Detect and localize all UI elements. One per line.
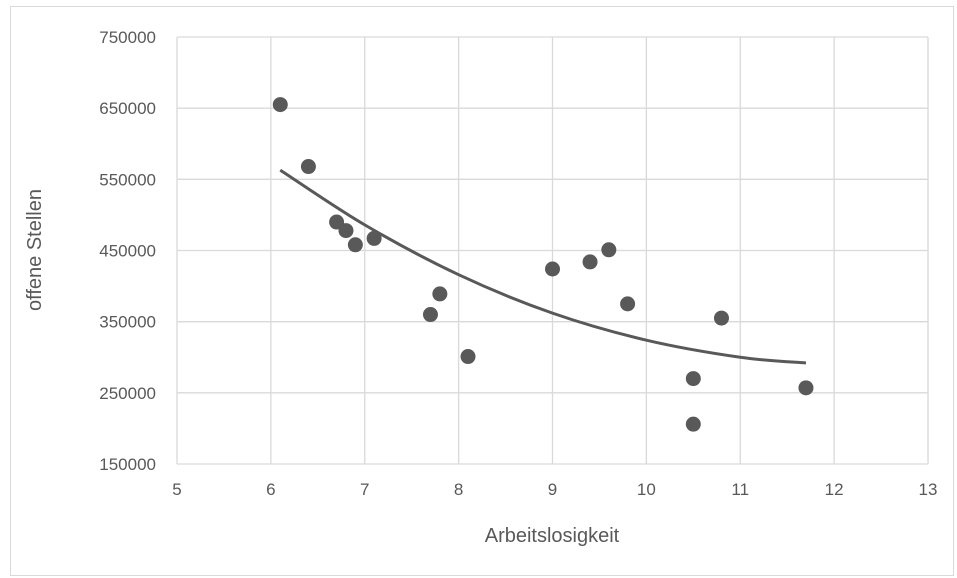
- x-tick-label: 5: [172, 480, 181, 499]
- data-point: [685, 416, 701, 432]
- chart-area: [10, 6, 954, 576]
- data-point: [582, 254, 598, 270]
- y-tick-label: 450000: [99, 242, 156, 261]
- data-point: [798, 380, 814, 396]
- x-tick-label: 6: [266, 480, 275, 499]
- x-tick-label: 11: [731, 480, 749, 499]
- data-point: [713, 310, 729, 326]
- y-axis-title: offene Stellen: [24, 189, 46, 311]
- y-tick-label: 250000: [99, 384, 156, 403]
- y-tick-labels: 150000 250000 350000 450000 550000 650000 7500…: [99, 28, 156, 474]
- y-tick-label: 150000: [99, 455, 156, 474]
- x-tick-label: 13: [919, 480, 938, 499]
- gridlines: [176, 36, 929, 465]
- data-point: [300, 159, 316, 175]
- data-point: [338, 223, 354, 239]
- y-tick-label: 650000: [99, 99, 156, 118]
- data-point: [620, 296, 636, 312]
- y-tick-label: 350000: [99, 313, 156, 332]
- data-point: [272, 97, 288, 113]
- x-tick-label: 7: [360, 480, 369, 499]
- x-axis-title: Arbeitslosigkeit: [485, 525, 620, 547]
- x-tick-label: 9: [548, 480, 557, 499]
- data-point: [545, 261, 560, 277]
- data-point: [460, 349, 476, 365]
- data-point: [422, 307, 438, 323]
- trendline: [279, 168, 807, 365]
- data-point: [685, 371, 701, 387]
- y-tick-label: 550000: [99, 170, 156, 189]
- y-tick-label: 750000: [99, 28, 156, 47]
- x-tick-label: 12: [825, 480, 844, 499]
- data-point: [366, 230, 382, 246]
- data-point: [347, 237, 363, 253]
- x-tick-label: 8: [454, 480, 463, 499]
- x-tick-labels: 5 6 7 8 9 10 11 12 13: [172, 480, 937, 499]
- x-tick-label: 10: [637, 480, 656, 499]
- data-point: [432, 286, 448, 302]
- data-points: [272, 97, 814, 432]
- data-point: [601, 242, 617, 258]
